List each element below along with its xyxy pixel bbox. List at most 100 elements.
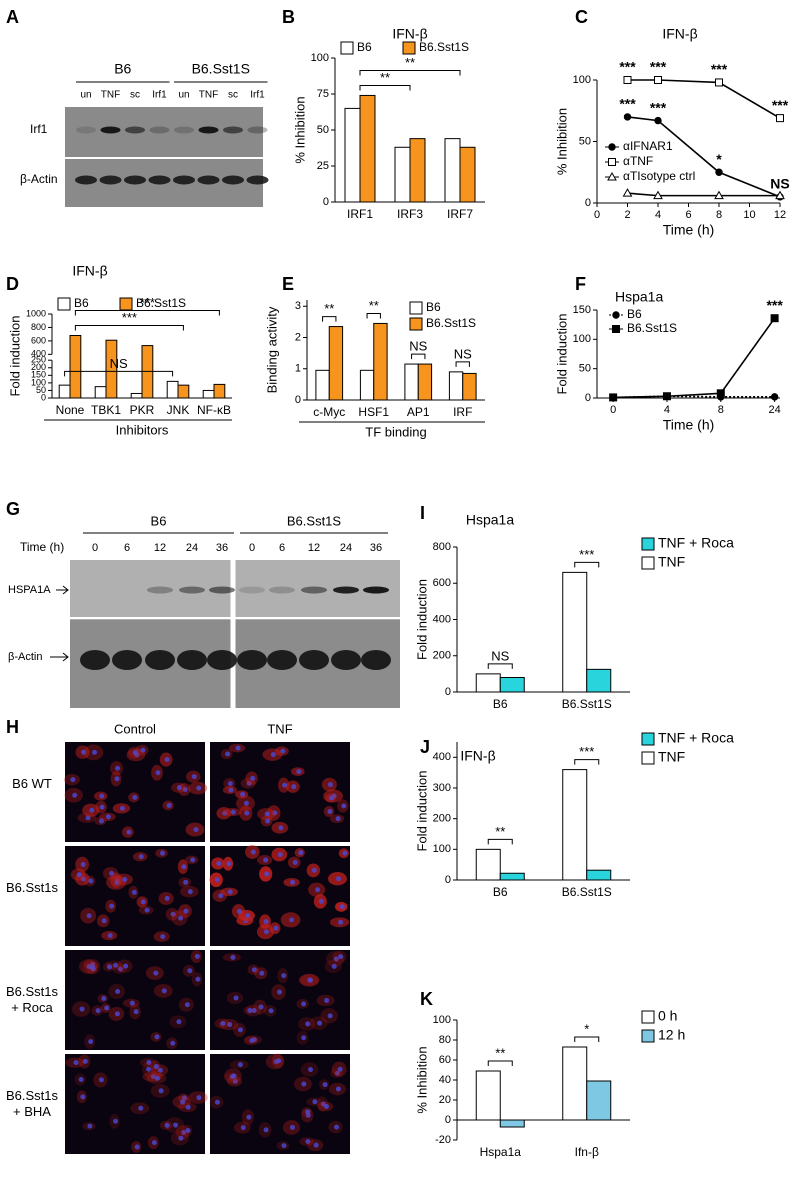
nucleus — [183, 908, 189, 914]
marker — [775, 190, 785, 200]
x-axis-label: Time (h) — [663, 417, 715, 433]
significance-label: * — [716, 151, 722, 167]
nucleus — [183, 879, 189, 885]
legend-swatch — [402, 41, 416, 55]
y-tick-label: 0 — [445, 874, 451, 886]
nucleus — [277, 989, 283, 995]
time-label: Time (h) — [20, 540, 64, 554]
nucleus — [317, 1020, 323, 1026]
nucleus — [181, 1095, 187, 1101]
nucleus — [263, 1127, 269, 1133]
nucleus — [176, 785, 182, 791]
legend-marker — [612, 325, 620, 333]
x-tick-label: AP1 — [407, 405, 430, 419]
nucleus — [305, 1109, 311, 1115]
legend-label: B6.Sst1S — [136, 296, 186, 310]
band — [209, 586, 235, 594]
band — [361, 650, 391, 670]
band — [333, 586, 359, 594]
lane-label: 36 — [216, 542, 228, 554]
legend-label: B6 — [426, 300, 441, 314]
marker — [662, 392, 671, 401]
nucleus — [273, 925, 279, 931]
nucleus — [101, 995, 107, 1001]
marker — [653, 190, 663, 200]
bar — [213, 383, 226, 399]
nucleus — [289, 917, 295, 923]
legend-label: 12 h — [658, 1027, 685, 1043]
nucleus — [291, 784, 297, 790]
nucleus — [138, 854, 144, 860]
nucleus — [246, 780, 252, 786]
significance-bracket — [574, 759, 600, 765]
significance-bracket — [359, 84, 411, 91]
legend-swatch — [57, 297, 71, 311]
x-tick-label: B6 — [493, 697, 508, 711]
x-tick-label: c-Myc — [313, 405, 345, 419]
significance-bracket — [366, 312, 381, 319]
significance-label: NS — [110, 356, 128, 371]
nucleus — [164, 757, 170, 763]
bar — [202, 389, 215, 399]
nucleus — [324, 1103, 330, 1109]
band — [145, 650, 175, 670]
nucleus — [339, 904, 345, 910]
significance-bracket — [487, 1060, 513, 1066]
y-tick-label: 0 — [585, 392, 591, 404]
lane-label: TNF — [101, 90, 120, 101]
nucleus — [237, 1027, 243, 1033]
nucleus — [305, 1021, 311, 1027]
chart-title: IFN-β — [460, 748, 495, 764]
bar — [328, 326, 344, 401]
significance-label: NS — [454, 346, 472, 361]
band — [174, 126, 194, 134]
bar — [394, 146, 411, 203]
significance-label: *** — [579, 547, 594, 562]
nucleus — [164, 895, 170, 901]
nucleus — [105, 814, 111, 820]
nucleus — [214, 1099, 220, 1105]
nucleus — [89, 807, 95, 813]
x-tick-label: 12 — [774, 209, 786, 221]
nucleus — [131, 889, 137, 895]
lane-label: Irf1 — [250, 90, 265, 101]
x-tick-label: 0 — [610, 404, 616, 416]
y-axis-label: % Inhibition — [292, 96, 307, 163]
nucleus — [278, 825, 284, 831]
nucleus — [282, 782, 288, 788]
y-tick-label: 75 — [317, 88, 329, 100]
nucleus — [301, 1035, 307, 1041]
nucleus — [327, 782, 333, 788]
nucleus — [82, 1058, 88, 1064]
bar — [459, 146, 476, 203]
nucleus — [281, 1143, 287, 1149]
x-tick-label: 4 — [664, 404, 670, 416]
x-tick-label: Ifn-β — [575, 1145, 599, 1159]
panel-letter: H — [6, 717, 19, 737]
nucleus — [280, 748, 286, 754]
marker — [623, 76, 632, 84]
nucleus — [336, 876, 342, 882]
bar — [475, 673, 501, 693]
nucleus — [164, 1122, 170, 1128]
nucleus — [184, 1002, 190, 1008]
nucleus — [250, 849, 256, 855]
y-tick-label: 800 — [31, 322, 46, 332]
x-tick-label: IRF — [453, 405, 472, 419]
x-tick-label: Hspa1a — [480, 1145, 522, 1159]
panel-letter: G — [6, 499, 20, 519]
nucleus — [341, 803, 347, 809]
nucleus — [333, 956, 339, 962]
nucleus — [115, 765, 121, 771]
column-label: TNF — [267, 721, 292, 736]
lane-label: 24 — [186, 542, 198, 554]
nucleus — [132, 794, 138, 800]
y-tick-label: 100 — [573, 74, 591, 86]
nucleus — [98, 1077, 104, 1083]
y-tick-label: 40 — [439, 1074, 451, 1086]
nucleus — [264, 811, 270, 817]
significance-label: *** — [650, 59, 667, 75]
chart-title: IFN-β — [72, 263, 107, 279]
significance-label: *** — [140, 295, 155, 310]
